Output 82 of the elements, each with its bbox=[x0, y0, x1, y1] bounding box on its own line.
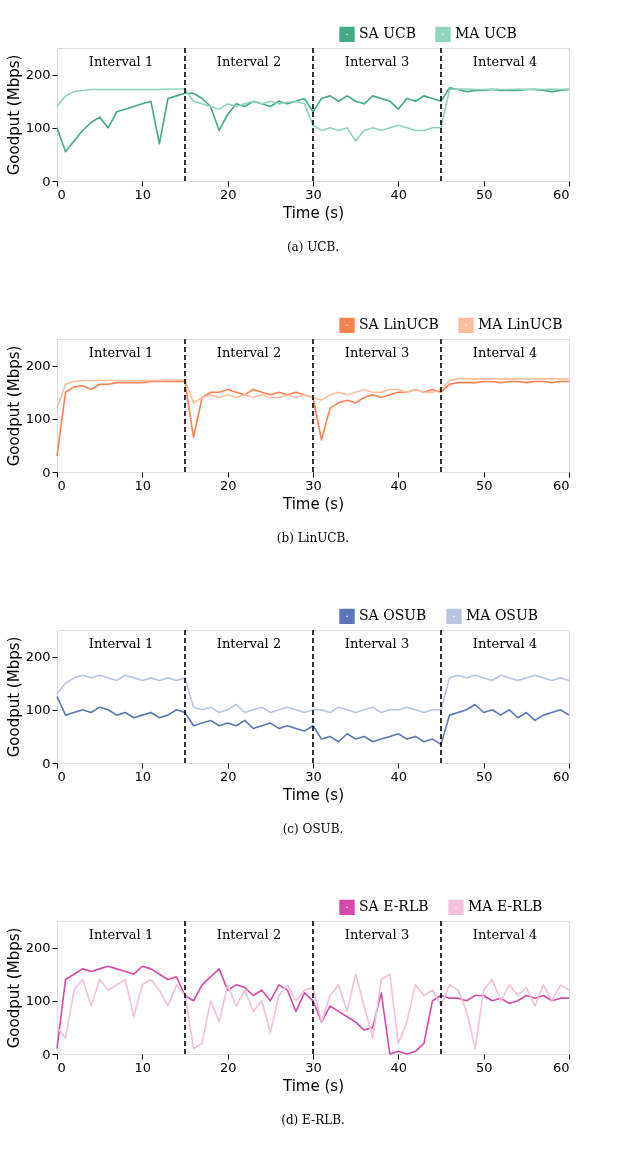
x-tick-label: 60 bbox=[552, 477, 570, 493]
x-tick-label: 50 bbox=[475, 186, 493, 202]
y-tick-label: 100 bbox=[25, 411, 51, 427]
annotation: Interval 2 bbox=[216, 636, 282, 651]
y-tick-label: 200 bbox=[25, 649, 51, 665]
x-tick-label: 20 bbox=[219, 186, 237, 202]
legend-label: SA LinUCB bbox=[359, 316, 439, 333]
x-axis-title: Time (s) bbox=[282, 203, 344, 222]
annotation: Interval 1 bbox=[88, 927, 154, 942]
x-tick-label: 20 bbox=[219, 1059, 237, 1075]
x-tick-label: 10 bbox=[134, 1059, 152, 1075]
line-series bbox=[56, 88, 570, 142]
text: (d) E-RLB. bbox=[281, 1113, 345, 1127]
y-tick-label: 100 bbox=[25, 120, 51, 136]
y-tick-label: 0 bbox=[42, 464, 51, 480]
x-tick-label: 50 bbox=[475, 768, 493, 784]
x-axis-title: Time (s) bbox=[282, 494, 344, 513]
x-tick-label: 10 bbox=[134, 186, 152, 202]
x-axis-title: Time (s) bbox=[282, 785, 344, 804]
y-tick-label: 0 bbox=[42, 1046, 51, 1062]
y-tick-label: 200 bbox=[25, 940, 51, 956]
text: (b) LinUCB. bbox=[276, 531, 350, 545]
y-tick-label: 0 bbox=[42, 755, 51, 771]
annotation: Interval 3 bbox=[344, 927, 410, 942]
line-series bbox=[56, 674, 570, 714]
line-series bbox=[56, 87, 570, 153]
y-tick-label: 100 bbox=[25, 993, 51, 1009]
annotation: Interval 4 bbox=[472, 345, 538, 360]
x-tick-label: 30 bbox=[305, 768, 322, 784]
y-tick-label: 100 bbox=[25, 702, 51, 718]
legend-label: MA UCB bbox=[455, 25, 517, 42]
x-tick-label: 60 bbox=[552, 768, 570, 784]
x-tick-label: 0 bbox=[57, 477, 66, 493]
x-tick-label: 30 bbox=[305, 1059, 322, 1075]
x-tick-label: 20 bbox=[219, 477, 237, 493]
annotation: Interval 3 bbox=[344, 54, 410, 69]
x-tick-label: 0 bbox=[57, 1059, 66, 1075]
text: (c) OSUB. bbox=[282, 822, 344, 836]
x-tick-label: 20 bbox=[219, 768, 237, 784]
x-tick-label: 0 bbox=[57, 768, 66, 784]
annotation: Interval 3 bbox=[344, 636, 410, 651]
x-tick-label: 30 bbox=[305, 477, 322, 493]
y-axis-title: Goodput (Mbps) bbox=[4, 636, 23, 758]
annotation: Interval 2 bbox=[216, 54, 282, 69]
x-tick-label: 40 bbox=[390, 1059, 408, 1075]
annotation: Interval 4 bbox=[472, 636, 538, 651]
x-tick-label: 40 bbox=[390, 186, 408, 202]
y-axis-title: Goodput (Mbps) bbox=[4, 54, 23, 176]
y-tick-label: 200 bbox=[25, 67, 51, 83]
y-axis-title: Goodput (Mbps) bbox=[4, 345, 23, 467]
annotation: Interval 1 bbox=[88, 636, 154, 651]
legend-label: SA UCB bbox=[359, 25, 416, 42]
x-tick-label: 40 bbox=[390, 477, 408, 493]
legend-label: SA E-RLB bbox=[359, 898, 429, 915]
x-tick-label: 30 bbox=[305, 186, 322, 202]
legend-label: MA OSUB bbox=[466, 607, 539, 624]
x-tick-label: 0 bbox=[57, 186, 66, 202]
y-tick-label: 200 bbox=[25, 358, 51, 374]
legend-label: MA LinUCB bbox=[478, 316, 563, 333]
line-series bbox=[56, 378, 570, 409]
x-tick-label: 50 bbox=[475, 1059, 493, 1075]
annotation: Interval 4 bbox=[472, 927, 538, 942]
legend-label: SA OSUB bbox=[359, 607, 427, 624]
line-series bbox=[56, 380, 570, 457]
legend-label: MA E-RLB bbox=[468, 898, 543, 915]
annotation: Interval 3 bbox=[344, 345, 410, 360]
x-tick-label: 60 bbox=[552, 186, 570, 202]
annotation: Interval 2 bbox=[216, 927, 282, 942]
x-tick-label: 50 bbox=[475, 477, 493, 493]
annotation: Interval 4 bbox=[472, 54, 538, 69]
x-tick-label: 40 bbox=[390, 768, 408, 784]
line-series bbox=[56, 695, 570, 746]
x-axis-title: Time (s) bbox=[282, 1076, 344, 1095]
y-axis-title: Goodput (Mbps) bbox=[4, 927, 23, 1049]
annotation: Interval 2 bbox=[216, 345, 282, 360]
x-tick-label: 10 bbox=[134, 477, 152, 493]
text: (a) UCB. bbox=[286, 240, 340, 254]
annotation: Interval 1 bbox=[88, 345, 154, 360]
x-tick-label: 10 bbox=[134, 768, 152, 784]
y-tick-label: 0 bbox=[42, 173, 51, 189]
x-tick-label: 60 bbox=[552, 1059, 570, 1075]
annotation: Interval 1 bbox=[88, 54, 154, 69]
